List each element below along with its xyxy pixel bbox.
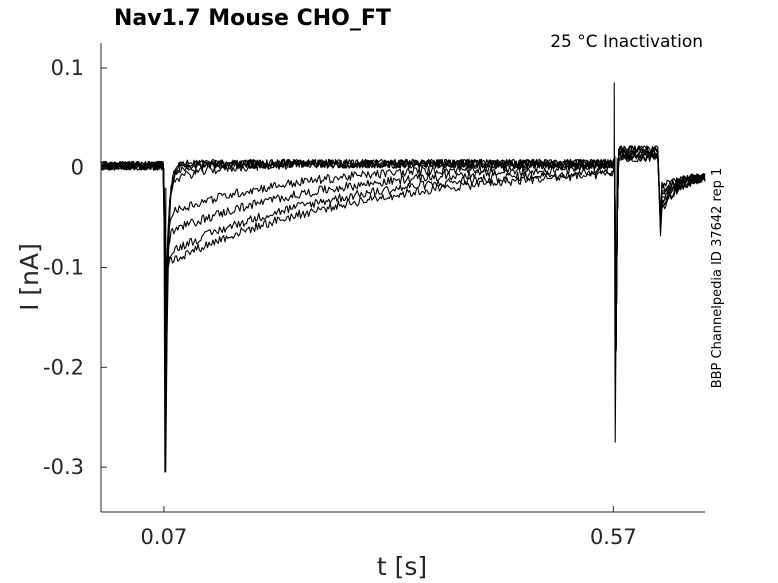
- trace-line-6: [100, 145, 706, 352]
- x-tick-label: 0.07: [141, 525, 188, 549]
- pulse2-peak-spike: [613, 82, 618, 443]
- trace-line-5: [100, 149, 706, 352]
- x-axis-label: t [s]: [377, 552, 427, 581]
- pulse1-peak-spike: [163, 167, 167, 473]
- y-tick-label: -0.2: [43, 355, 84, 379]
- channelpedia-id-note: BBP Channelpedia ID 37642 rep 1: [710, 168, 725, 389]
- y-tick-label: 0: [71, 156, 84, 180]
- trace-line-9: [100, 145, 706, 352]
- y-tick-label: -0.3: [43, 455, 84, 479]
- chart-subtitle: 25 °C Inactivation: [550, 32, 703, 52]
- trace-line-8: [100, 150, 706, 352]
- plot-area: [100, 82, 706, 473]
- x-tick-label: 0.57: [590, 525, 637, 549]
- chart-title: Nav1.7 Mouse CHO_FT: [114, 6, 391, 31]
- y-tick-label: 0.1: [51, 56, 84, 80]
- trace-line-4: [100, 153, 706, 354]
- y-axis-label: I [nA]: [15, 243, 44, 311]
- axes: 0.1 0 -0.1 -0.2 -0.3 0.07 0.57: [43, 43, 705, 549]
- trace-line-7: [100, 153, 706, 352]
- y-tick-label: -0.1: [43, 256, 84, 280]
